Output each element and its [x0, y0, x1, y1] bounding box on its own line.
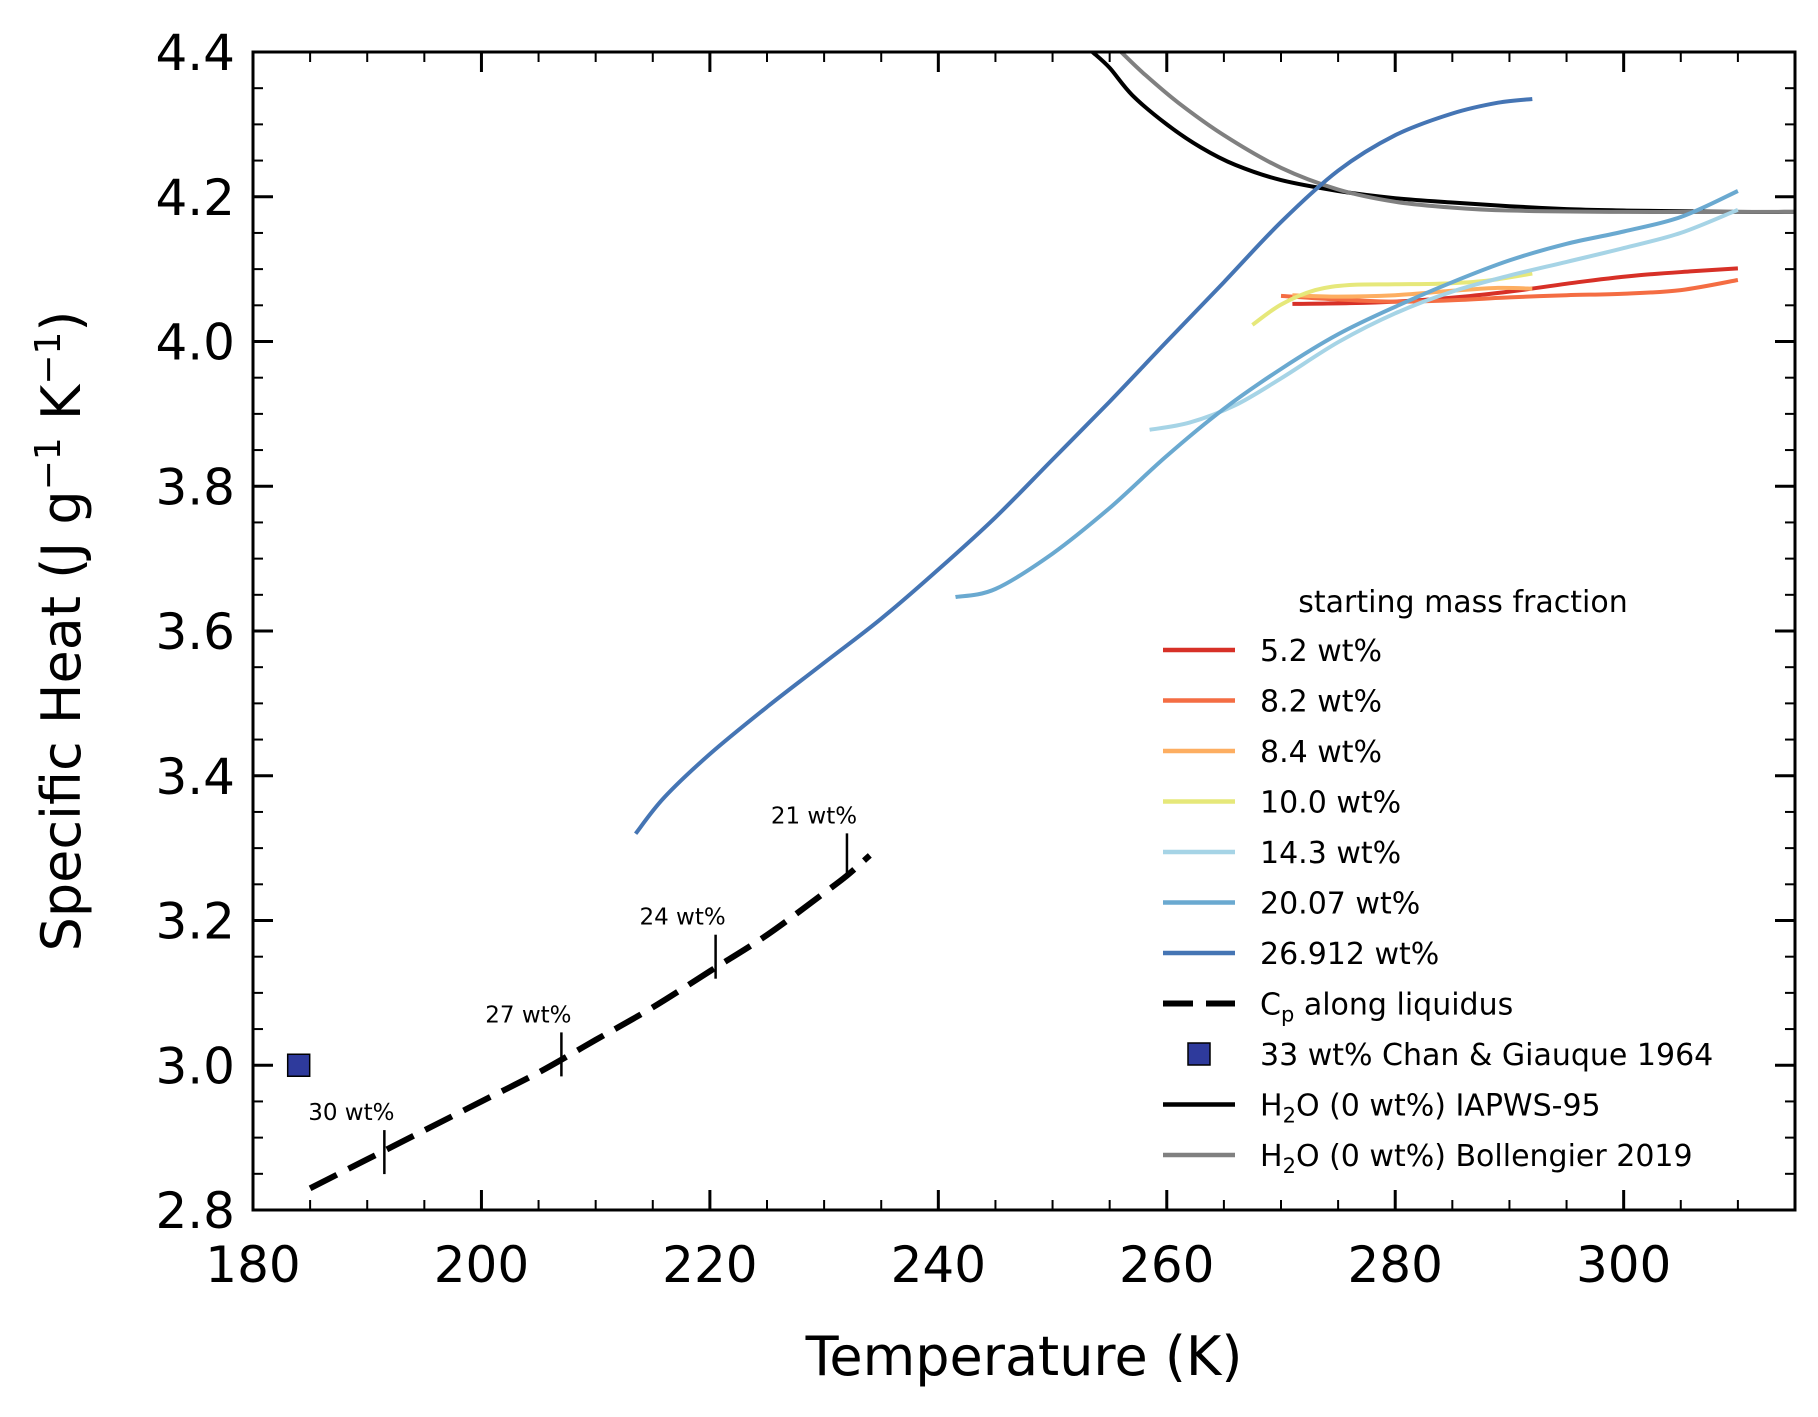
y-tick-label: 3.2: [155, 893, 235, 951]
y-axis-title-sup2: −1: [28, 332, 69, 385]
series-line-iapws-95: [1091, 52, 1795, 214]
y-axis-title-mid: K: [30, 383, 93, 437]
marker-chan-giauque-1964: [286, 1053, 311, 1077]
series-line-14-3-wt: [1149, 207, 1739, 432]
legend-label-10-0-wt: 10.0 wt%: [1260, 786, 1401, 821]
legend-label-rest: O (0 wt%) Bollengier 2019: [1296, 1139, 1693, 1174]
legend-label-rest: along liquidus: [1294, 988, 1513, 1023]
legend-label-subscript: p: [1281, 1003, 1294, 1027]
series-line-8-2-wt: [1280, 278, 1739, 304]
legend-label-rest: O (0 wt%) IAPWS-95: [1296, 1089, 1601, 1124]
x-tick-label: 240: [891, 1236, 986, 1294]
annotation-label-27-wt: 27 wt%: [485, 1002, 571, 1028]
x-tick-label: 260: [1119, 1236, 1214, 1294]
legend-label-liquidus: Cp along liquidus: [1260, 988, 1513, 1027]
series-line-liquidus: [308, 853, 872, 1191]
plot-frame: [251, 50, 1797, 1212]
annotation-label-24-wt: 24 wt%: [639, 905, 725, 931]
legend-label-20-07-wt: 20.07 wt%: [1260, 887, 1420, 922]
y-tick-label: 3.0: [155, 1037, 235, 1095]
series-line-26-912-wt: [634, 97, 1533, 835]
legend-label-5-2-wt: 5.2 wt%: [1260, 634, 1382, 669]
legend: starting mass fraction 5.2 wt% 8.2 wt% 8.4 …: [1163, 585, 1713, 1178]
legend-label-14-3-wt: 14.3 wt%: [1260, 836, 1401, 871]
legend-label-26-912-wt: 26.912 wt%: [1260, 937, 1439, 972]
legend-label-iapws-95: H2O (0 wt%) IAPWS-95: [1260, 1089, 1601, 1128]
legend-label-bollengier-2019: H2O (0 wt%) Bollengier 2019: [1260, 1139, 1693, 1178]
legend-label-subscript: 2: [1283, 1104, 1296, 1128]
x-tick-label: 280: [1348, 1236, 1443, 1294]
series-line-bollengier-2019: [1119, 52, 1795, 215]
annotations: 30 wt% 27 wt% 24 wt% 21 wt%: [308, 803, 857, 1175]
y-tick-label: 2.8: [155, 1182, 235, 1240]
y-axis-title-end: ): [30, 311, 93, 332]
y-tick-label: 4.0: [155, 314, 235, 372]
x-tick-label: 200: [434, 1236, 529, 1294]
y-tick-label: 3.4: [155, 748, 235, 806]
legend-swatch-chan-giauque-1964: [1187, 1042, 1211, 1066]
y-axis-title-main: Specific Heat (J g: [30, 490, 93, 951]
x-tick-label: 180: [205, 1236, 300, 1294]
y-axis-title: Specific Heat (J g−1 K−1): [28, 311, 93, 952]
y-tick-label: 4.2: [155, 169, 235, 227]
legend-label-main: H: [1260, 1139, 1283, 1174]
y-tick-label: 3.6: [155, 603, 235, 661]
series-markers: [286, 1053, 311, 1077]
legend-label-subscript: 2: [1283, 1154, 1296, 1178]
annotation-label-21-wt: 21 wt%: [771, 803, 857, 829]
x-tick-label: 300: [1576, 1236, 1671, 1294]
y-tick-label: 4.4: [155, 24, 235, 82]
legend-label-8-4-wt: 8.4 wt%: [1260, 735, 1382, 770]
legend-label-8-2-wt: 8.2 wt%: [1260, 685, 1382, 720]
legend-label-main: H: [1260, 1089, 1283, 1124]
x-axis-title: Temperature (K): [805, 1325, 1243, 1388]
legend-label-main: C: [1260, 988, 1281, 1023]
y-axis-title-sup1: −1: [28, 437, 69, 490]
x-tick-label: 220: [662, 1236, 757, 1294]
series-line-20-07-wt: [955, 189, 1739, 599]
annotation-label-30-wt: 30 wt%: [308, 1100, 394, 1126]
legend-label-chan-giauque-1964: 33 wt% Chan & Giauque 1964: [1260, 1038, 1713, 1073]
y-tick-label: 3.8: [155, 458, 235, 516]
axis-ticks: [251, 50, 1796, 1212]
tick-labels: 180 200 220 240 260 280 300 2.8 3.0 3.2 3.4 3.6 3.8 4…: [155, 24, 1671, 1294]
legend-title: starting mass fraction: [1298, 585, 1627, 620]
series-lines: [308, 52, 1795, 1191]
